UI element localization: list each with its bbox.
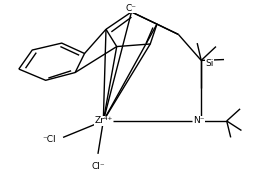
Text: Zr⁴⁺: Zr⁴⁺ bbox=[94, 117, 112, 125]
Text: C⁻: C⁻ bbox=[126, 4, 137, 13]
Text: Cl⁻: Cl⁻ bbox=[91, 162, 105, 171]
Text: ⁻Cl: ⁻Cl bbox=[43, 135, 56, 144]
Text: Si: Si bbox=[205, 59, 214, 68]
Text: N⁻: N⁻ bbox=[193, 117, 205, 125]
